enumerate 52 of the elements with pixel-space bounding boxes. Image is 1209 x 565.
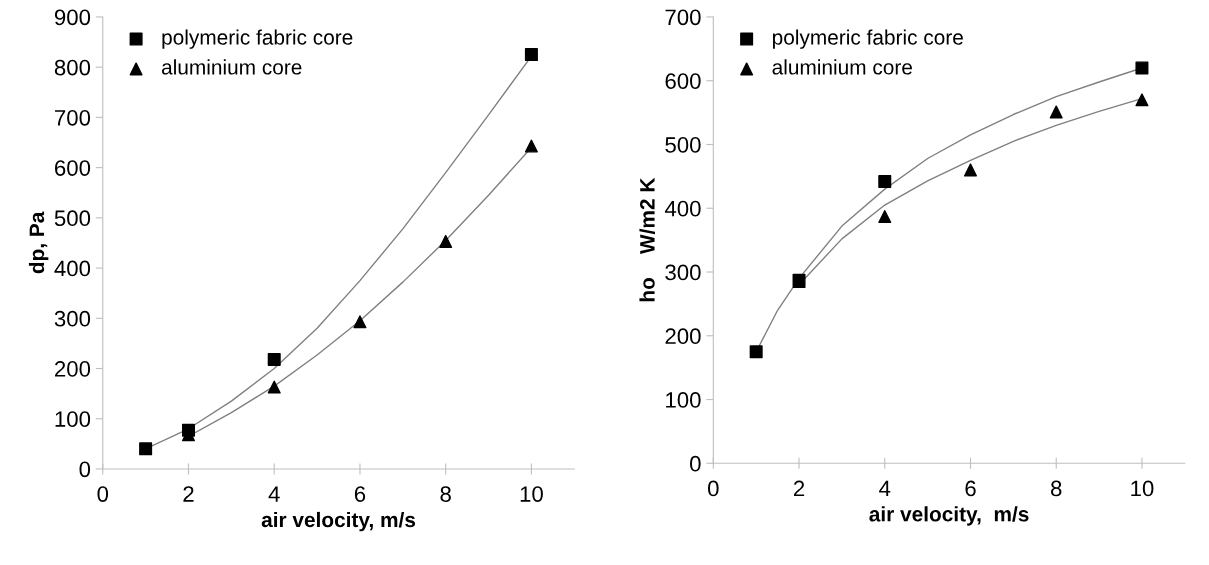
y-axis-title: ho W/m2 K: [639, 177, 655, 302]
x-tick-label: 0: [708, 480, 719, 497]
point: [267, 380, 281, 394]
y-tick-label: 300: [665, 264, 701, 281]
point: [139, 442, 153, 456]
point: [878, 210, 892, 224]
x-tick-label: 6: [354, 486, 366, 502]
point: [267, 352, 281, 366]
x-tick-label: 4: [268, 486, 280, 502]
y-tick-label: 900: [54, 9, 91, 26]
y-tick-label: 0: [79, 461, 91, 478]
y-tick-label: 200: [55, 361, 91, 377]
x-tick-label: 0: [97, 486, 109, 502]
point: [963, 163, 978, 177]
point: [878, 174, 892, 188]
y-tick-label: 500: [54, 210, 91, 227]
x-tick-label: 2: [183, 486, 194, 502]
y-tick-label: 400: [54, 260, 91, 277]
point: [1049, 105, 1063, 119]
point: [1135, 93, 1149, 107]
point: [439, 234, 453, 248]
legend-label: polymeric fabric core: [162, 29, 353, 49]
y-tick-label: 200: [665, 328, 701, 345]
point: [524, 48, 538, 62]
x-tick-label: 6: [965, 480, 976, 497]
y-tick-label: 100: [666, 392, 701, 408]
x-tick-label: 8: [440, 486, 451, 502]
point: [749, 345, 763, 359]
x-axis-title: air velocity, m/s: [261, 511, 416, 532]
y-tick-label: 800: [54, 59, 91, 76]
y-tick-label: 500: [665, 137, 701, 153]
x-tick-label: 2: [793, 480, 805, 497]
legend-label: aluminium core: [161, 59, 302, 75]
legend-label: polymeric fabric core: [772, 29, 963, 49]
legend-label: aluminium core: [772, 59, 912, 75]
y-tick-label: 400: [664, 200, 701, 217]
x-tick-label: 10: [1131, 480, 1154, 497]
x-tick-label: 8: [1051, 480, 1062, 497]
y-tick-label: 100: [55, 411, 91, 427]
y-tick-label: 300: [54, 310, 91, 327]
point: [524, 139, 538, 153]
y-tick-label: 600: [55, 160, 91, 176]
y-tick-label: 700: [55, 109, 91, 126]
x-tick-label: 4: [879, 480, 891, 497]
x-axis-title: air velocity, m/s: [869, 506, 1029, 526]
point: [353, 315, 367, 329]
point: [1135, 61, 1149, 75]
x-tick-label: 10: [520, 486, 543, 502]
y-tick-label: 600: [665, 73, 701, 89]
y-axis-title: dp, Pa: [28, 211, 49, 274]
y-tick-label: 0: [690, 455, 701, 472]
y-tick-label: 700: [665, 9, 701, 26]
